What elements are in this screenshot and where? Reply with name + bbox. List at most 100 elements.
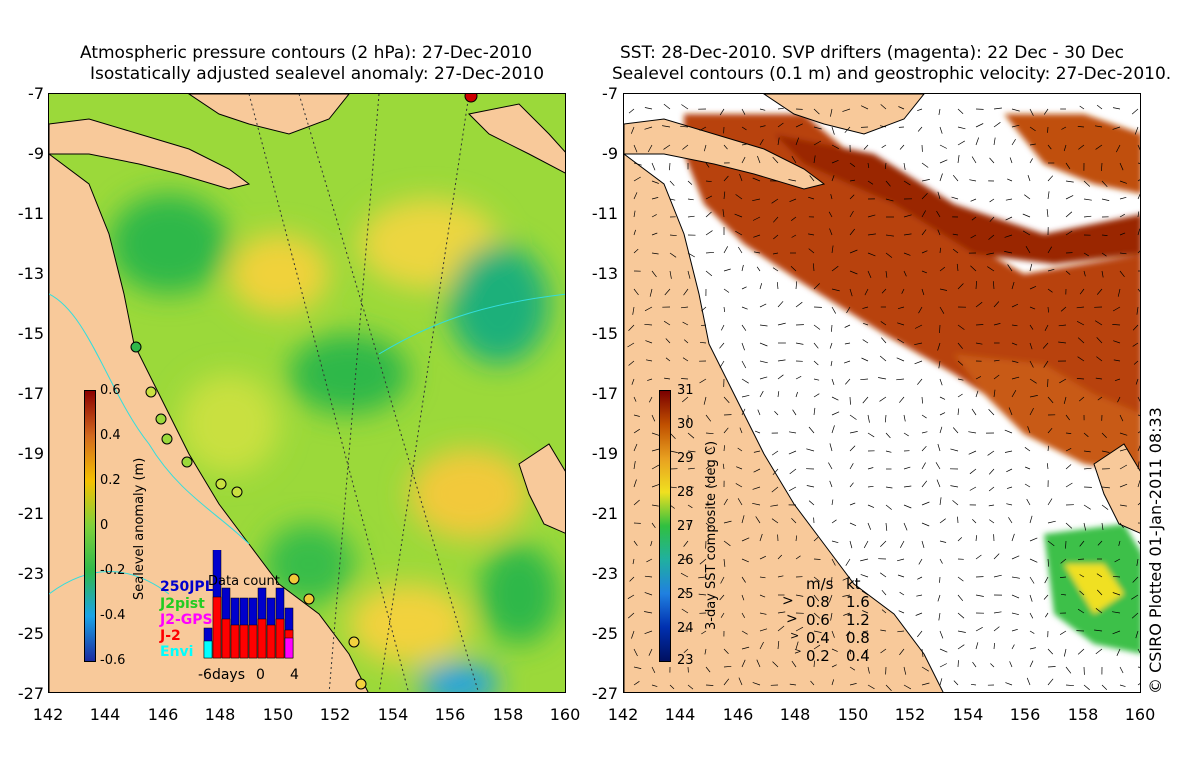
velocity-arrow [1083,180,1091,187]
colorbar-tick: 30 [677,417,694,432]
velocity-arrow [972,518,977,524]
velocity-arrow [1134,126,1139,135]
velocity-arrow [651,197,659,200]
velocity-arrow [867,467,874,470]
velocity-arrow [645,359,653,362]
velocity-arrow [1008,517,1013,524]
velocity-arrow [939,126,943,134]
velocity-arrow [1060,306,1067,312]
velocity-arrow [633,428,640,434]
velocity-arrow [703,144,707,152]
velocity-arrow [669,450,678,453]
velocity-arrow [772,252,779,255]
velocity-arrow [790,265,797,272]
velocity-arrow [989,157,995,164]
velocity-arrow [867,504,875,508]
velocity-arrow [1009,157,1013,164]
velocity-arrow [831,159,839,164]
colorbar-tick: 0 [100,518,109,533]
velocity-arrow [968,450,977,455]
velocity-arrow [703,396,707,405]
velocity-arrow [772,468,779,476]
velocity-arrow [938,360,941,369]
velocity-arrow [771,450,779,456]
velocity-arrow [813,407,816,416]
velocity-arrow [1029,342,1033,350]
velocity-arrow [1047,246,1053,254]
velocity-arrow [975,376,982,380]
x-tick: 160 [1124,705,1156,724]
velocity-arrow [756,659,761,668]
velocity-arrow [1063,396,1067,404]
colorbar-tick: 28 [677,485,694,500]
velocity-arrow [939,396,946,400]
velocity-arrow [633,666,642,669]
velocity-arrow [1137,250,1140,254]
velocity-legend-header-kt: kt [846,575,861,593]
velocity-arrow [1044,324,1049,331]
velocity-arrow [1137,648,1140,654]
velocity-arrow [1029,660,1034,668]
velocity-arrow [705,180,712,183]
velocity-arrow [651,180,659,184]
right-title-line2: Sealevel contours (0.1 m) and geostrophi… [612,64,1172,84]
velocity-arrow [917,630,923,638]
velocity-arrow [651,484,660,488]
velocity-arrow [880,540,887,547]
velocity-arrow [975,137,980,146]
velocity-arrow [1096,337,1103,344]
velocity-arrow [993,323,1001,326]
velocity-arrow [777,575,784,578]
velocity-arrow [1025,246,1031,254]
velocity-arrow [914,360,923,365]
velocity-arrow [1029,378,1037,384]
velocity-arrow [1005,216,1013,221]
velocity-arrow [719,360,725,368]
sst-colorbar [659,390,671,662]
velocity-arrow [759,324,768,327]
velocity-arrow [1027,174,1031,182]
velocity-arrow [759,108,766,111]
velocity-arrow [681,396,689,403]
velocity-arrow [687,684,694,690]
colorbar-label: 3-day SST composite (deg C) [704,440,719,630]
velocity-arrow [651,414,656,422]
velocity-arrow [897,306,905,310]
velocity-arrow [735,230,743,236]
velocity-arrow [683,339,689,344]
velocity-arrow [844,324,851,328]
x-tick: 156 [1009,705,1041,724]
velocity-arrow [845,378,851,385]
velocity-arrow [648,396,653,403]
velocity-arrow [916,594,923,597]
velocity-arrow [970,234,977,239]
velocity-arrow [1112,306,1121,312]
velocity-legend-header-ms: m/s [806,575,834,593]
velocity-arrow [789,198,797,203]
velocity-arrow [938,108,941,115]
velocity-arrow [720,576,725,584]
velocity-arrow [647,144,653,153]
velocity-arrow [1042,342,1049,349]
velocity-arrow [1047,666,1056,668]
velocity-arrow [921,193,928,200]
velocity-arrow [736,466,743,470]
velocity-arrow [1096,573,1103,578]
velocity-kt: 1.2 [846,611,870,629]
velocity-arrow [936,479,941,488]
velocity-arrow [939,648,948,653]
velocity-arrow [1112,611,1121,614]
velocity-arrow [648,648,653,656]
velocity-arrow [776,282,779,290]
velocity-arrow [1076,320,1085,326]
velocity-arrow [752,198,761,202]
velocity-arrow [808,248,815,254]
velocity-arrow [1065,195,1074,200]
velocity-arrow [884,162,887,169]
y-tick: -9 [602,144,618,163]
velocity-arrow [915,612,923,616]
velocity-arrow [813,324,821,330]
velocity-arrow [861,590,869,596]
velocity-arrow [831,679,835,686]
x-tick: 144 [664,705,696,724]
